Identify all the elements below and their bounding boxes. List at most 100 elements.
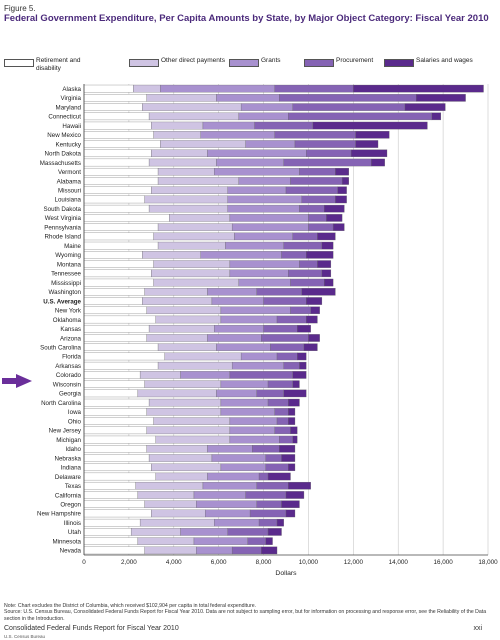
- category-label: Vermont: [58, 169, 81, 176]
- category-label: Colorado: [56, 372, 82, 379]
- bar-segment: [83, 537, 139, 545]
- bar-segment: [144, 195, 228, 204]
- bar-segment: [139, 371, 181, 379]
- category-label: California: [55, 492, 82, 499]
- bar-segment: [137, 491, 195, 499]
- bar-segment: [83, 315, 156, 324]
- bar-segment: [306, 315, 318, 324]
- x-tick-label: 14,000: [389, 559, 409, 566]
- bar-segment: [196, 546, 233, 555]
- bar-segment: [180, 371, 231, 379]
- x-tick-label: 16,000: [433, 559, 453, 566]
- bar-segment: [83, 518, 141, 527]
- bar-segment: [220, 306, 291, 315]
- bar-segment: [265, 454, 282, 462]
- bar-segment: [234, 232, 293, 241]
- category-label: Kentucky: [56, 141, 82, 148]
- bar-segment: [299, 204, 325, 213]
- category-label: Montana: [57, 261, 82, 268]
- bar-segment: [83, 195, 145, 204]
- bar-segment: [299, 167, 336, 176]
- bar-segment: [83, 454, 150, 462]
- bar-segment: [265, 463, 289, 472]
- bar-segment: [303, 343, 318, 351]
- category-label: South Dakota: [44, 206, 82, 213]
- category-label: New Jersey: [49, 428, 82, 435]
- bar-segment: [276, 352, 298, 361]
- bar-segment: [216, 94, 280, 102]
- bar-segment: [227, 528, 269, 536]
- bar-segment: [231, 546, 262, 555]
- bar-segment: [337, 186, 347, 194]
- bar-segment: [200, 251, 282, 259]
- bar-segment: [83, 84, 134, 93]
- bar-segment: [335, 167, 349, 176]
- bar-segment: [216, 389, 257, 398]
- bar-segment: [133, 84, 161, 93]
- bar-segment: [83, 481, 136, 490]
- bar-segment: [155, 315, 222, 324]
- footnote-note: Note: Chart excludes the District of Col…: [4, 603, 257, 609]
- bar-segment: [146, 426, 231, 435]
- bar-segment: [240, 352, 278, 361]
- category-label: Wyoming: [55, 252, 81, 259]
- bar-segment: [153, 131, 201, 139]
- bar-segment: [83, 500, 145, 508]
- bar-segment: [301, 195, 336, 204]
- legend-swatch-retirement: [4, 59, 34, 67]
- bar-segment: [220, 380, 269, 388]
- bar-segment: [193, 491, 246, 499]
- bar-segment: [306, 149, 352, 158]
- category-label: Florida: [62, 354, 81, 361]
- bar-segment: [83, 177, 159, 185]
- bar-segment: [263, 324, 298, 333]
- highlight-arrow-icon: [2, 374, 32, 388]
- bar-segment: [249, 509, 287, 518]
- bar-segment: [256, 288, 302, 296]
- stacked-bar-chart: Alaska Virginia Maryland Connecticut Hawaii N…: [37, 84, 498, 577]
- bar-segment: [151, 509, 206, 518]
- bar-segment: [355, 140, 379, 148]
- bar-segment: [283, 158, 372, 167]
- bar-segment: [83, 435, 156, 444]
- bar-segment: [279, 94, 417, 102]
- bar-segment: [229, 426, 275, 435]
- bar-segment: [83, 140, 161, 148]
- bar-segment: [211, 454, 266, 462]
- bar-segment: [83, 204, 150, 213]
- bar-segment: [83, 288, 145, 296]
- bar-segment: [288, 112, 433, 121]
- bar-segment: [83, 112, 150, 121]
- x-tick-label: 0: [82, 559, 86, 566]
- bar-segment: [292, 380, 300, 388]
- category-label: Washington: [49, 289, 82, 296]
- bar-segment: [144, 288, 208, 296]
- bar-segment: [229, 417, 278, 425]
- bar-segment: [83, 241, 159, 250]
- bar-segment: [83, 297, 143, 305]
- legend-label-procurement: Procurement: [336, 57, 374, 64]
- footer-title: Consolidated Federal Funds Report for Fi…: [4, 625, 179, 632]
- category-label: Pennsylvania: [44, 224, 81, 231]
- bar-segment: [258, 518, 278, 527]
- bar-segment: [326, 214, 343, 222]
- category-label: New Hampshire: [37, 511, 82, 518]
- bar-segment: [164, 352, 242, 361]
- category-label: Illinois: [64, 520, 81, 527]
- bar-segment: [83, 546, 145, 555]
- bar-segment: [341, 177, 349, 185]
- page-number: xxi: [473, 625, 482, 632]
- bar-segment: [355, 131, 390, 139]
- x-axis-label: Dollars: [275, 570, 297, 577]
- category-label: Louisiana: [55, 197, 82, 204]
- bar-segment: [290, 278, 325, 287]
- bar-segment: [310, 306, 320, 315]
- bar-segment: [160, 84, 275, 93]
- bar-segment: [252, 445, 280, 453]
- category-label: Virginia: [60, 95, 81, 102]
- bar-segment: [350, 149, 388, 158]
- category-label: Michigan: [56, 437, 81, 444]
- bar-segment: [256, 389, 284, 398]
- bar-segment: [214, 324, 264, 333]
- bar-segment: [83, 352, 165, 361]
